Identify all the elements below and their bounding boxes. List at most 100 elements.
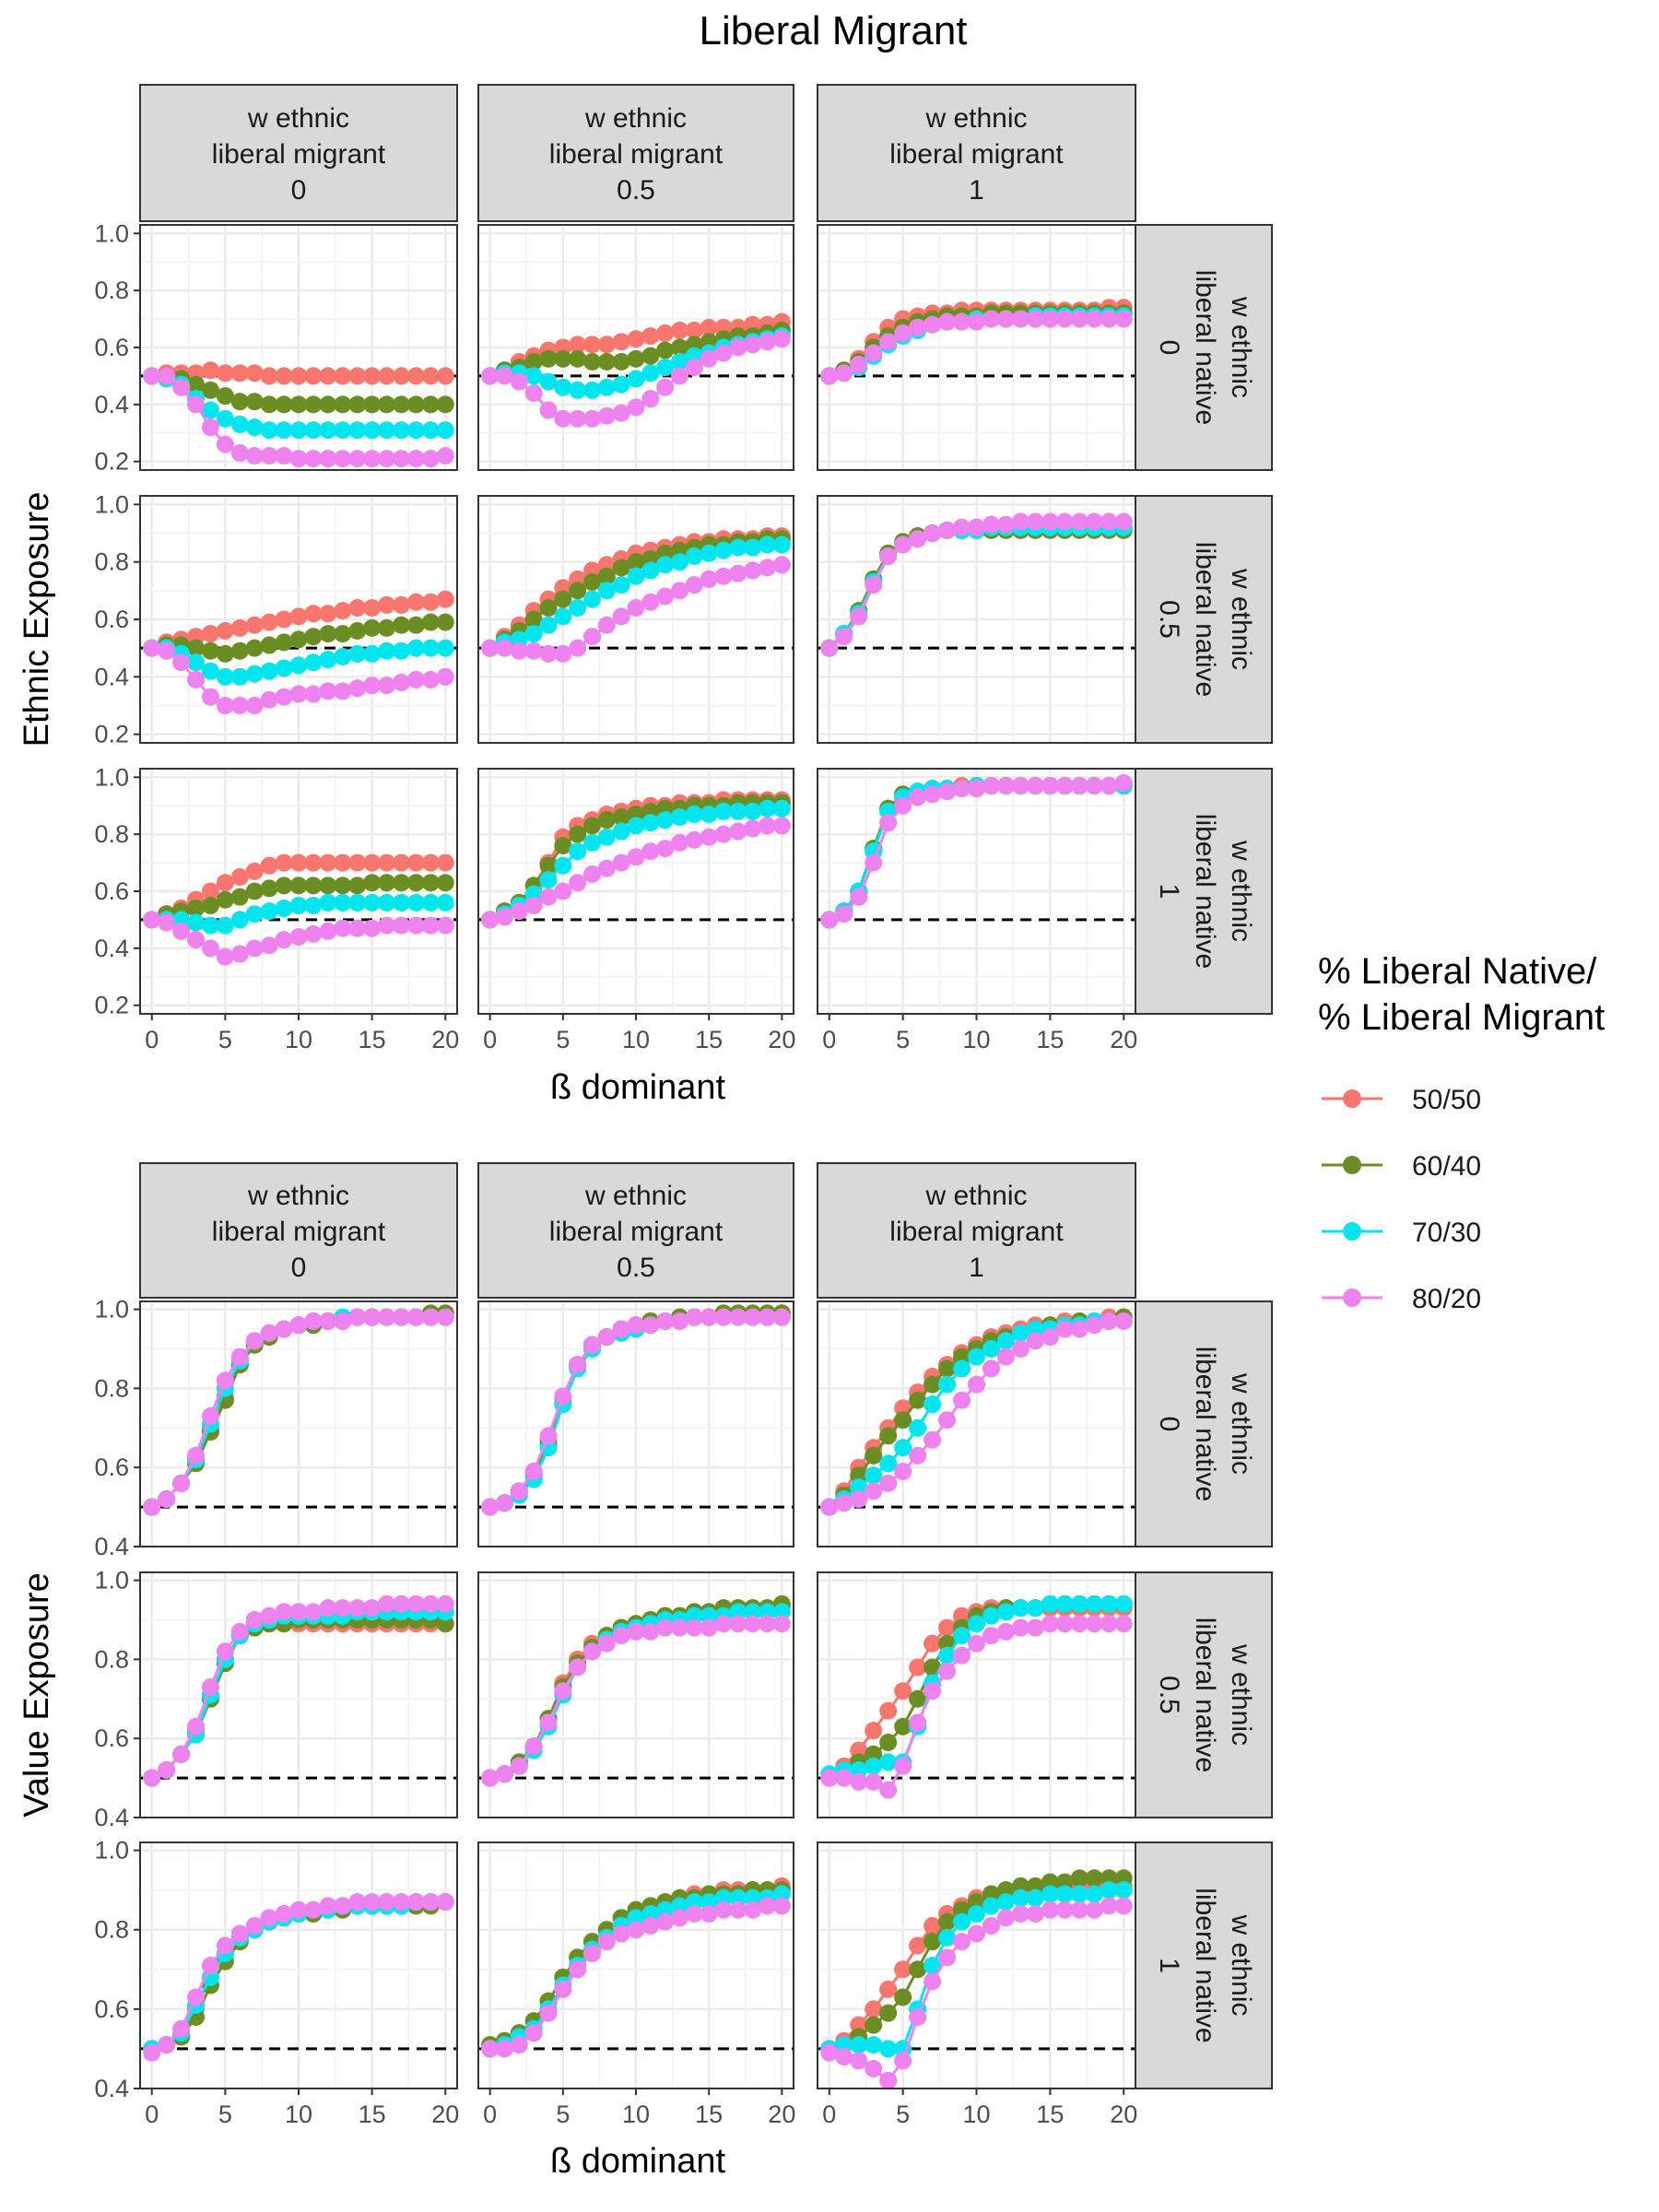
data-point (334, 648, 352, 666)
panel (477, 1571, 794, 1819)
data-point (583, 1945, 601, 1963)
column-strip-label: liberal migrant (549, 1217, 724, 1247)
data-point (363, 874, 382, 892)
data-point (909, 1391, 927, 1409)
data-point (421, 1893, 440, 1912)
x-tick-label: 20 (1110, 1026, 1137, 1053)
data-point (938, 312, 957, 331)
data-point (894, 1682, 912, 1700)
data-point (201, 418, 219, 437)
data-point (569, 639, 587, 657)
data-point (348, 877, 367, 895)
data-point (865, 576, 883, 594)
data-point (216, 890, 234, 909)
row-strip-label: liberal native (1190, 1888, 1220, 2042)
data-point (378, 1893, 396, 1912)
data-point (260, 421, 278, 440)
data-point (260, 690, 278, 709)
x-tick-label: 10 (285, 2100, 312, 2128)
legend-title: % Liberal Native/ (1318, 951, 1597, 992)
data-point (406, 1893, 425, 1912)
data-point (671, 553, 688, 571)
data-point (641, 1622, 660, 1641)
data-point (392, 1893, 410, 1912)
data-point (245, 418, 264, 437)
data-point (879, 2004, 898, 2022)
data-point (539, 871, 558, 889)
data-point (953, 1912, 971, 1931)
data-point (909, 1658, 927, 1677)
data-point (700, 1308, 718, 1326)
data-point (392, 1308, 410, 1326)
row-strip-label: 1 (1154, 1958, 1184, 1973)
data-point (938, 1375, 957, 1394)
data-point (289, 607, 308, 626)
column-strip (817, 84, 1136, 222)
y-tick-label: 1.0 (94, 490, 129, 518)
data-point (539, 616, 558, 634)
data-point (334, 1897, 352, 1915)
data-point (744, 1308, 762, 1326)
data-point (671, 338, 688, 357)
data-point (187, 1717, 206, 1735)
data-point (158, 1490, 176, 1509)
data-point (982, 515, 1000, 534)
data-point (524, 625, 543, 643)
data-point (319, 367, 337, 385)
data-point (671, 352, 688, 371)
data-point (378, 916, 396, 935)
column-strip-label: 1 (969, 175, 984, 206)
data-point (554, 1387, 572, 1406)
x-tick-label: 15 (695, 2100, 723, 2128)
data-point (245, 696, 264, 714)
data-point (216, 1936, 234, 1955)
data-point (1100, 512, 1118, 531)
data-point (421, 874, 440, 892)
data-point (700, 805, 718, 823)
data-point (436, 1594, 454, 1613)
data-point (835, 2048, 853, 2066)
data-point (245, 1916, 264, 1935)
data-point (289, 656, 308, 675)
panel (139, 495, 458, 744)
data-point (1070, 310, 1088, 328)
data-point (685, 576, 703, 594)
panel: 0 5 10 15 20 (139, 1841, 459, 2128)
data-point (275, 633, 293, 652)
data-point (879, 1701, 898, 1720)
data-point (143, 1769, 161, 1787)
data-point (421, 613, 440, 631)
data-point (879, 1427, 898, 1445)
data-point (539, 1713, 558, 1732)
y-tick-label: 0.8 (94, 1374, 129, 1402)
data-point (392, 367, 410, 385)
data-point (1055, 1900, 1074, 1919)
data-point (953, 1391, 971, 1409)
row-strip-label: w ethnic (1226, 1643, 1256, 1746)
data-point (953, 1627, 971, 1645)
data-point (1085, 777, 1103, 795)
data-point (641, 327, 660, 346)
row-strip-label: w ethnic (1226, 296, 1256, 398)
data-point (510, 372, 528, 391)
data-point (304, 367, 323, 385)
data-point (201, 641, 219, 660)
data-point (539, 401, 558, 419)
data-point (378, 618, 396, 637)
data-point (436, 893, 454, 912)
data-point (953, 312, 971, 331)
panel (477, 1300, 794, 1548)
data-point (968, 518, 985, 536)
data-point (627, 567, 645, 585)
row-strip-label: liberal native (1190, 270, 1220, 425)
data-point (968, 312, 985, 331)
data-point (953, 1933, 971, 1951)
data-point (938, 521, 957, 539)
data-point (363, 893, 382, 912)
y-tick-label: 0.8 (94, 1916, 129, 1944)
data-point (612, 1924, 630, 1943)
data-point (1114, 1897, 1133, 1915)
data-point (909, 1689, 927, 1708)
data-point (275, 367, 293, 385)
data-point (772, 1897, 791, 1915)
